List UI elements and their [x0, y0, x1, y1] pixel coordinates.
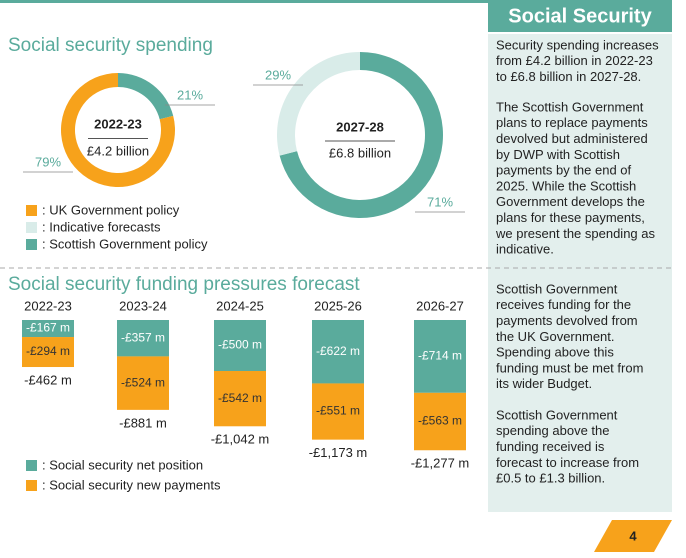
donut-title: 2022-23	[94, 116, 142, 131]
bar-segment	[414, 392, 466, 451]
header-title: Social Security	[508, 5, 652, 27]
legend-label: : UK Government policy	[42, 202, 180, 217]
section-title: Social security spending	[8, 35, 213, 56]
sidebar-text: £0.5 to £1.3 billion.	[496, 471, 605, 486]
bar-label: -£542 m	[218, 391, 262, 405]
category-label: 2022-23	[24, 298, 72, 313]
bar-segment	[214, 371, 266, 427]
category-label: 2023-24	[119, 298, 167, 313]
donut-segment	[277, 52, 360, 156]
sidebar-text: Government develops the	[496, 194, 645, 209]
bar-segment	[22, 337, 74, 368]
legend-swatch	[26, 239, 37, 250]
bar-label: -£563 m	[418, 414, 462, 428]
bar-segment	[312, 383, 364, 440]
donut-segment	[118, 73, 174, 120]
sidebar-text: receives funding for the	[496, 297, 631, 312]
sidebar-bg	[488, 34, 672, 512]
legend-label: : Scottish Government policy	[42, 236, 208, 251]
sidebar-text: Spending above this	[496, 345, 614, 360]
bar-segment	[214, 320, 266, 371]
sidebar-text: forecast to increase from	[496, 455, 639, 470]
sidebar-text: Scottish Government	[496, 407, 618, 422]
sidebar-text: to £6.8 billion in 2027-28.	[496, 69, 641, 84]
donut-title: 2027-28	[336, 119, 384, 134]
bar-label: -£524 m	[121, 375, 165, 389]
sidebar-text: by DWP with Scottish	[496, 147, 620, 162]
sidebar-text: its wider Budget.	[496, 376, 592, 391]
donut-label: 29%	[265, 67, 291, 82]
legend-label: : Indicative forecasts	[42, 219, 161, 234]
total-label: -£881 m	[119, 415, 167, 430]
sidebar-text: from £4.2 billion in 2022-23	[496, 53, 653, 68]
sidebar-text: Scottish Government	[496, 281, 618, 296]
bar-label: -£357 m	[121, 330, 165, 344]
bar-label: -£500 m	[218, 338, 262, 352]
legend-label: : Social security new payments	[42, 477, 221, 492]
header-box	[488, 0, 672, 32]
legend-label: : Social security net position	[42, 457, 203, 472]
sidebar-text: devolved but administered	[496, 131, 648, 146]
bar-segment	[117, 320, 169, 357]
bar-segment	[414, 320, 466, 393]
sidebar-text: Security spending increases	[496, 37, 659, 52]
top-rule	[0, 0, 672, 3]
category-label: 2026-27	[416, 298, 464, 313]
bar-label: -£714 m	[418, 349, 462, 363]
legend-swatch	[26, 460, 37, 471]
bar-label: -£167 m	[26, 321, 70, 335]
sidebar-text: spending above the	[496, 423, 609, 438]
donut-label: 21%	[177, 87, 203, 102]
donut-subtitle: £4.2 billion	[87, 143, 149, 158]
sidebar-text: payments devolved from	[496, 313, 638, 328]
page-badge	[594, 520, 672, 552]
bar-segment	[312, 320, 364, 384]
category-label: 2024-25	[216, 298, 264, 313]
sidebar-text: the UK Government.	[496, 329, 615, 344]
sidebar-text: plans to replace payments	[496, 115, 648, 130]
legend-swatch	[26, 205, 37, 216]
sidebar-text: funding received is	[496, 439, 605, 454]
bar-segment	[22, 320, 74, 338]
donut-label: 79%	[35, 154, 61, 169]
category-label: 2025-26	[314, 298, 362, 313]
sidebar-text: we present the spending as	[495, 226, 655, 241]
total-label: -£462 m	[24, 373, 72, 388]
total-label: -£1,277 m	[411, 456, 470, 471]
bar-label: -£294 m	[26, 344, 70, 358]
sidebar-text: 2025. While the Scottish	[496, 178, 636, 193]
bar-label: -£551 m	[316, 404, 360, 418]
sidebar-text: The Scottish Government	[496, 99, 644, 114]
bar-segment	[117, 356, 169, 410]
donut-subtitle: £6.8 billion	[329, 145, 391, 160]
page-number: 4	[629, 528, 637, 543]
bar-label: -£622 m	[316, 344, 360, 358]
sidebar-text: indicative.	[496, 242, 554, 257]
total-label: -£1,042 m	[211, 432, 270, 447]
donut-label: 71%	[427, 194, 453, 209]
legend-swatch	[26, 480, 37, 491]
legend-swatch	[26, 222, 37, 233]
total-label: -£1,173 m	[309, 445, 368, 460]
sidebar-text: funding must be met from	[496, 360, 643, 375]
section-title: Social security funding pressures foreca…	[8, 274, 360, 295]
sidebar-text: payments by the end of	[496, 163, 632, 178]
sidebar-text: plans for these payments,	[496, 210, 645, 225]
